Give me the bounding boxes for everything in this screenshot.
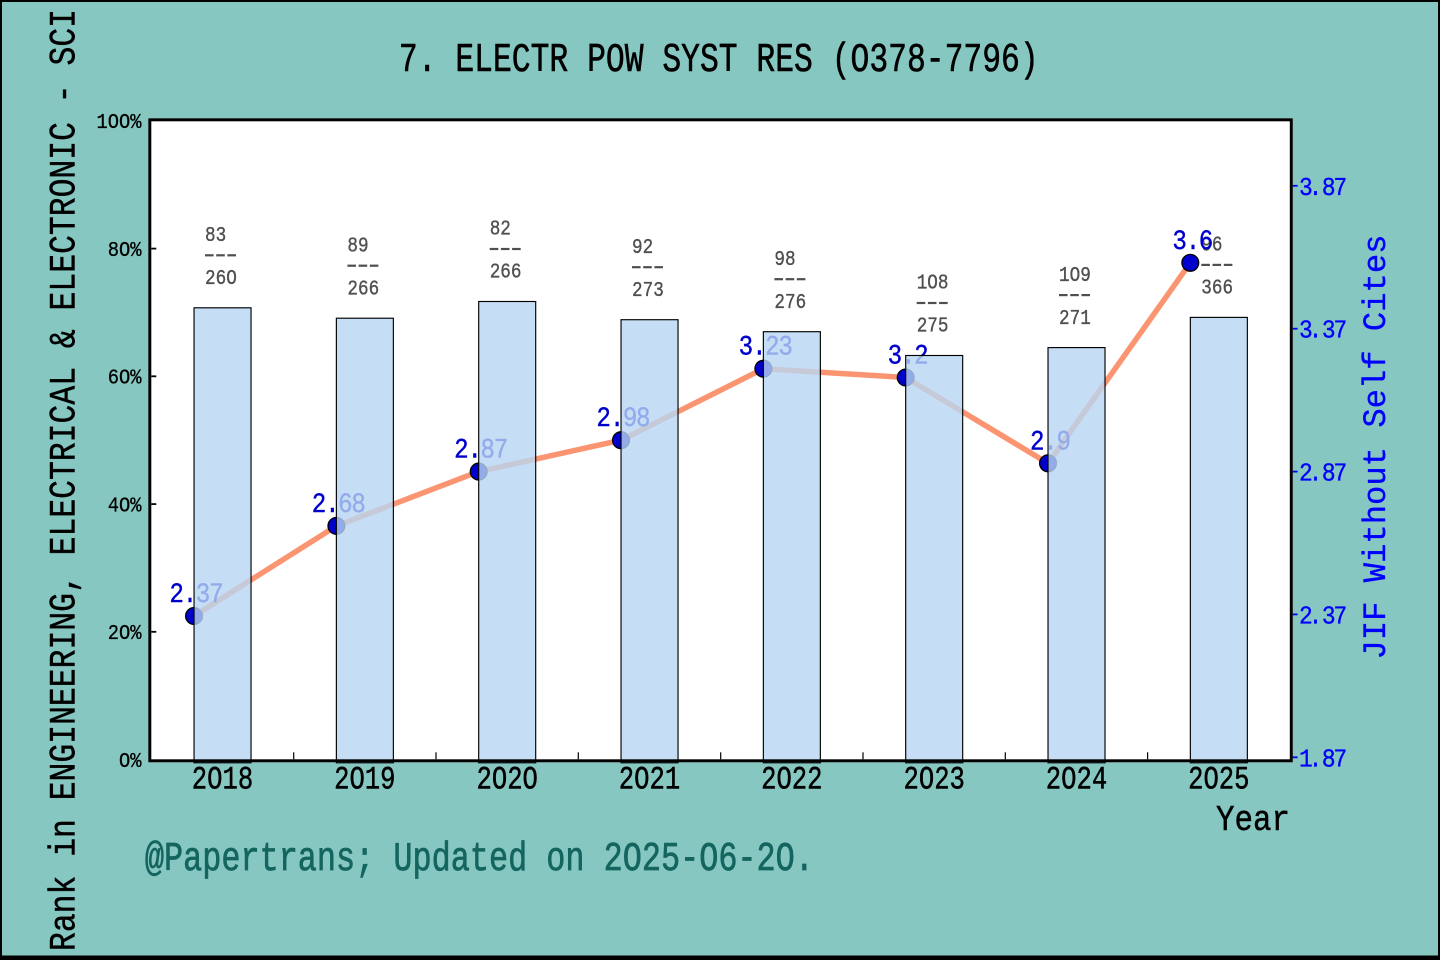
svg-text:266: 266: [490, 262, 522, 285]
svg-text:3.37: 3.37: [1299, 318, 1347, 347]
svg-text:6O%: 6O%: [108, 368, 142, 391]
svg-text:82: 82: [490, 219, 511, 242]
svg-text:26O: 26O: [205, 268, 237, 291]
svg-text:2O%: 2O%: [108, 623, 142, 646]
svg-text:98: 98: [774, 249, 795, 272]
svg-text:1.87: 1.87: [1299, 746, 1347, 775]
svg-text:1O9: 1O9: [1059, 265, 1091, 288]
svg-text:2O24: 2O24: [1046, 761, 1107, 798]
svg-text:2O25: 2O25: [1188, 761, 1249, 798]
svg-text:266: 266: [347, 278, 379, 301]
svg-text:1OO%: 1OO%: [97, 112, 142, 135]
svg-text:8O%: 8O%: [108, 240, 142, 263]
svg-text:3.87: 3.87: [1299, 175, 1347, 204]
svg-text:2O21: 2O21: [619, 761, 680, 798]
svg-text:92: 92: [632, 237, 653, 260]
svg-text:4O%: 4O%: [108, 495, 142, 518]
svg-text:Year: Year: [1216, 800, 1290, 841]
svg-text:366: 366: [1201, 278, 1233, 301]
svg-text:Rank in ENGINEERING, ELECTRICA: Rank in ENGINEERING, ELECTRICAL & ELECTR…: [45, 9, 87, 951]
svg-text:96: 96: [1201, 235, 1222, 258]
svg-text:2O23: 2O23: [904, 761, 965, 798]
svg-text:276: 276: [774, 292, 806, 315]
svg-text:271: 271: [1059, 308, 1091, 331]
svg-text:2.87: 2.87: [1299, 460, 1347, 489]
svg-text:1O8: 1O8: [917, 273, 949, 296]
svg-text:2O18: 2O18: [192, 761, 253, 798]
svg-text:7. ELECTR POW SYST RES (O378-7: 7. ELECTR POW SYST RES (O378-7796): [399, 38, 1039, 84]
svg-text:2O19: 2O19: [334, 761, 395, 798]
svg-text:2O22: 2O22: [761, 761, 822, 798]
svg-text:89: 89: [347, 235, 368, 258]
svg-text:2O2O: 2O2O: [477, 761, 538, 798]
svg-text:275: 275: [917, 316, 949, 339]
svg-text:83: 83: [205, 225, 226, 248]
svg-text:2.37: 2.37: [1299, 603, 1347, 632]
svg-text:273: 273: [632, 280, 664, 303]
svg-text:O%: O%: [119, 751, 142, 774]
svg-text:@Papertrans; Updated on 2O25-O: @Papertrans; Updated on 2O25-O6-2O.: [145, 837, 814, 883]
svg-text:3.6: 3.6: [1172, 225, 1213, 257]
svg-text:JIF Without Self Cites: JIF Without Self Cites: [1358, 235, 1395, 660]
